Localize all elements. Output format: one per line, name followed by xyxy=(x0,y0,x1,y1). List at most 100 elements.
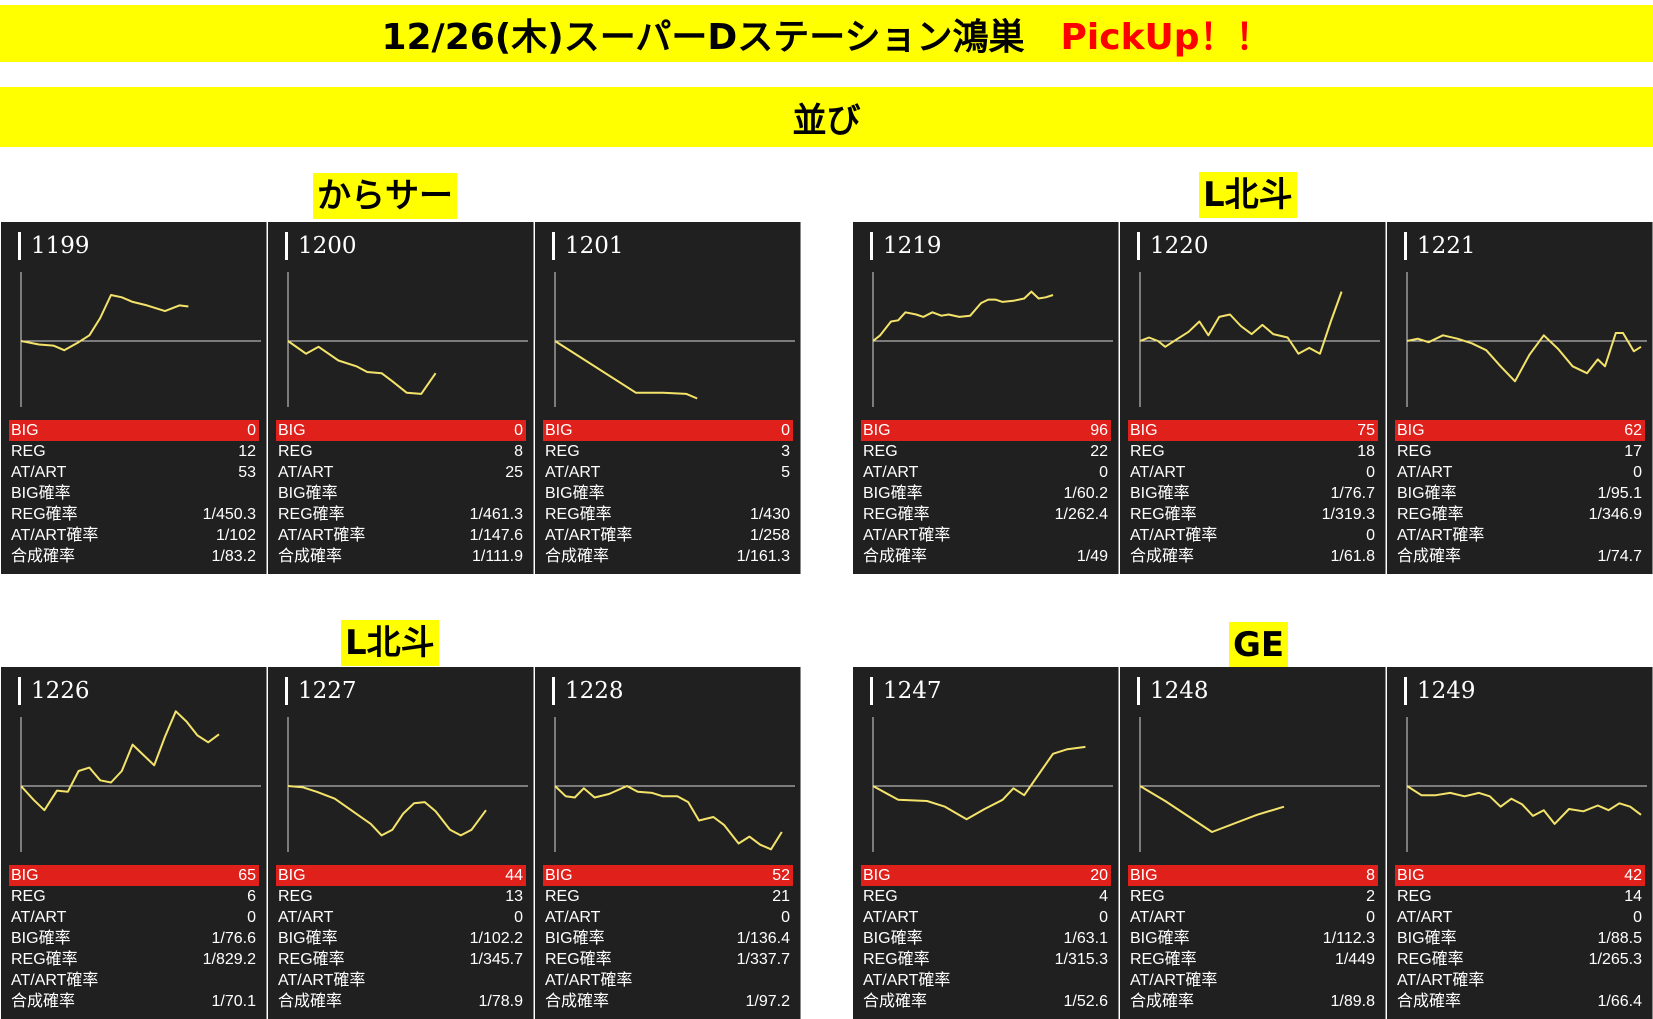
stats-table: BIG 20 REG 4 AT/ART 0 BIG確率 1/63.1 REG確率 1/315.3 A… xyxy=(861,865,1111,1012)
stat-label: REG xyxy=(1397,888,1432,905)
stat-row-big: BIG 75 xyxy=(1128,420,1378,441)
stat-row-big-rate: BIG確率 1/112.3 xyxy=(1128,928,1378,949)
stat-value: 3 xyxy=(781,443,790,460)
stat-label: AT/ART確率 xyxy=(1130,527,1218,544)
stat-row-reg-rate: REG確率 1/450.3 xyxy=(9,504,259,525)
stat-value: 1/89.8 xyxy=(1330,993,1375,1010)
stats-table: BIG 62 REG 17 AT/ART 0 BIG確率 1/95.1 REG確率 1/346.9… xyxy=(1395,420,1645,567)
stats-table: BIG 65 REG 6 AT/ART 0 BIG確率 1/76.6 REG確率 1/829.2 A… xyxy=(9,865,259,1012)
slump-graph xyxy=(1406,272,1647,407)
slump-line xyxy=(872,745,1086,821)
stat-row-reg: REG 12 xyxy=(9,441,259,462)
stat-row-reg-rate: REG確率 1/461.3 xyxy=(276,504,526,525)
stat-label: AT/ART xyxy=(11,464,67,481)
stat-row-reg-rate: REG確率 1/829.2 xyxy=(9,949,259,970)
stat-row-total-rate: 合成確率 1/61.8 xyxy=(1128,546,1378,567)
slump-line xyxy=(287,785,487,837)
slump-line xyxy=(872,290,1054,342)
stat-label: AT/ART確率 xyxy=(1130,972,1218,989)
stat-label: AT/ART xyxy=(863,464,919,481)
stat-value: 1/76.7 xyxy=(1330,485,1375,502)
stat-value: 6 xyxy=(247,888,256,905)
stats-table: BIG 0 REG 3 AT/ART 5 BIG確率 REG確率 1/430 AT/ART確率 1/… xyxy=(543,420,793,567)
stat-value: 2 xyxy=(1366,888,1375,905)
stat-row-reg: REG 14 xyxy=(1395,886,1645,907)
stat-row-reg-rate: REG確率 1/265.3 xyxy=(1395,949,1645,970)
stat-value: 96 xyxy=(1090,422,1108,439)
stat-row-total-rate: 合成確率 1/74.7 xyxy=(1395,546,1645,567)
stat-value: 1/461.3 xyxy=(469,506,523,523)
stat-row-at-art: AT/ART 0 xyxy=(1395,907,1645,928)
stat-row-total-rate: 合成確率 1/66.4 xyxy=(1395,991,1645,1012)
stat-row-at-art-rate: AT/ART確率 0 xyxy=(1128,525,1378,546)
slump-line xyxy=(554,340,698,400)
stat-label: 合成確率 xyxy=(11,993,76,1010)
stat-row-big-rate: BIG確率 1/60.2 xyxy=(861,483,1111,504)
stat-value: 44 xyxy=(505,867,523,884)
stat-value: 21 xyxy=(772,888,790,905)
slump-graph xyxy=(1139,717,1380,852)
stat-value: 0 xyxy=(1633,909,1642,926)
stat-row-at-art-rate: AT/ART確率 xyxy=(9,970,259,991)
stat-row-total-rate: 合成確率 1/83.2 xyxy=(9,546,259,567)
stat-label: REG確率 xyxy=(1397,951,1464,968)
stat-row-reg: REG 8 xyxy=(276,441,526,462)
machine-number: 1228 xyxy=(552,677,624,705)
slump-line xyxy=(20,294,189,352)
machine-number: 1220 xyxy=(1137,232,1209,260)
stat-row-total-rate: 合成確率 1/97.2 xyxy=(543,991,793,1012)
stat-value: 1/83.2 xyxy=(211,548,256,565)
stat-row-reg: REG 4 xyxy=(861,886,1111,907)
stat-value: 1/97.2 xyxy=(745,993,790,1010)
stat-row-reg-rate: REG確率 1/315.3 xyxy=(861,949,1111,970)
slump-graph xyxy=(1139,272,1380,407)
stat-label: AT/ART xyxy=(1130,464,1186,481)
stat-label: REG確率 xyxy=(545,506,612,523)
stat-row-total-rate: 合成確率 1/161.3 xyxy=(543,546,793,567)
pickup-label: PickUp！！ xyxy=(1060,16,1272,58)
stat-value: 1/337.7 xyxy=(736,951,790,968)
stat-value: 25 xyxy=(505,464,523,481)
slump-graph xyxy=(287,717,528,852)
group-title-1: からサー xyxy=(313,173,457,219)
stat-row-total-rate: 合成確率 1/49 xyxy=(861,546,1111,567)
stats-table: BIG 44 REG 13 AT/ART 0 BIG確率 1/102.2 REG確率 1/345.… xyxy=(276,865,526,1012)
stat-row-reg: REG 18 xyxy=(1128,441,1378,462)
stat-label: BIG確率 xyxy=(545,485,605,502)
stat-label: REG xyxy=(278,443,313,460)
stat-row-at-art-rate: AT/ART確率 1/258 xyxy=(543,525,793,546)
stat-label: AT/ART確率 xyxy=(1397,972,1485,989)
stat-label: AT/ART xyxy=(278,464,334,481)
stat-row-big-rate: BIG確率 xyxy=(9,483,259,504)
stat-value: 1/74.7 xyxy=(1597,548,1642,565)
stat-label: 合成確率 xyxy=(278,993,343,1010)
stat-label: AT/ART xyxy=(863,909,919,926)
stat-value: 1/147.6 xyxy=(469,527,523,544)
stat-row-at-art-rate: AT/ART確率 1/147.6 xyxy=(276,525,526,546)
stat-value: 0 xyxy=(514,909,523,926)
stats-table: BIG 0 REG 12 AT/ART 53 BIG確率 REG確率 1/450.3 AT/ART… xyxy=(9,420,259,567)
machine-panel: 1201 BIG 0 REG 3 AT/ART 5 BIG確率 REG確率 1/430 AT/ART… xyxy=(535,222,801,574)
stat-row-big: BIG 44 xyxy=(276,865,526,886)
stat-row-total-rate: 合成確率 1/111.9 xyxy=(276,546,526,567)
stat-label: AT/ART xyxy=(1397,909,1453,926)
stats-table: BIG 52 REG 21 AT/ART 0 BIG確率 1/136.4 REG確率 1/337.… xyxy=(543,865,793,1012)
stat-label: BIG xyxy=(278,422,306,439)
stat-row-total-rate: 合成確率 1/52.6 xyxy=(861,991,1111,1012)
stat-row-reg-rate: REG確率 1/337.7 xyxy=(543,949,793,970)
stat-label: AT/ART xyxy=(278,909,334,926)
machine-panel: 1226 BIG 65 REG 6 AT/ART 0 BIG確率 1/76.6 REG確率 1/82… xyxy=(1,667,267,1019)
stat-row-at-art: AT/ART 0 xyxy=(861,907,1111,928)
machine-panel: 1221 BIG 62 REG 17 AT/ART 0 BIG確率 1/95.1 REG確率 1/3… xyxy=(1387,222,1653,574)
slump-line xyxy=(554,785,783,851)
stat-row-reg-rate: REG確率 1/319.3 xyxy=(1128,504,1378,525)
stat-row-at-art-rate: AT/ART確率 xyxy=(543,970,793,991)
stat-value: 13 xyxy=(505,888,523,905)
stat-value: 8 xyxy=(514,443,523,460)
stat-value: 0 xyxy=(247,422,256,439)
machine-panel: 1199 BIG 0 REG 12 AT/ART 53 BIG確率 REG確率 1/450.3 AT… xyxy=(1,222,267,574)
stat-row-reg-rate: REG確率 1/449 xyxy=(1128,949,1378,970)
stat-value: 1/63.1 xyxy=(1063,930,1108,947)
stat-label: REG xyxy=(545,888,580,905)
stat-label: BIG xyxy=(1130,867,1158,884)
